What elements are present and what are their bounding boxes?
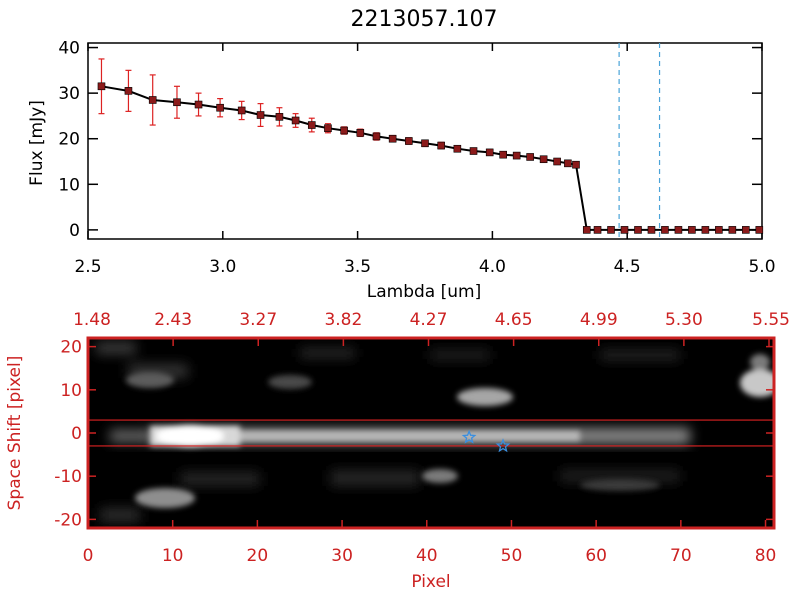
data-point	[755, 226, 764, 234]
data-point	[607, 226, 615, 234]
spectrum-x-ticks: 2.5 3.0 3.5 4.0 4.5 5.0	[74, 43, 776, 277]
data-point	[97, 82, 106, 91]
y-tick-label: 0	[69, 221, 80, 241]
source-position-stars	[461, 429, 511, 453]
data-point	[388, 134, 397, 143]
data-point	[661, 226, 669, 234]
data-point	[634, 226, 642, 234]
star-marker	[495, 438, 511, 453]
data-point	[372, 132, 381, 141]
flux-points	[97, 82, 764, 234]
x-tick-label: 70	[670, 546, 692, 566]
x-tick-label: 30	[331, 546, 353, 566]
trace-aperture-lines	[88, 419, 774, 447]
image-y-axis-label: Space Shift [pixel]	[5, 356, 25, 511]
x-tick-label: 20	[247, 546, 269, 566]
data-point	[275, 113, 284, 121]
y-tick-label: 40	[58, 39, 80, 59]
data-point	[340, 126, 348, 135]
x-tick-label: 50	[501, 546, 523, 566]
data-point	[485, 148, 494, 157]
data-point	[688, 226, 696, 234]
top-tick-label: 5.30	[665, 310, 703, 330]
data-point	[421, 139, 429, 148]
data-point	[526, 153, 534, 161]
data-point	[173, 98, 181, 107]
star-marker	[461, 429, 477, 444]
x-tick-label: 5.0	[748, 257, 775, 277]
x-tick-label: 40	[416, 546, 438, 566]
y-tick-label: -10	[54, 467, 82, 487]
x-tick-label: 0	[83, 546, 94, 566]
data-point	[307, 121, 316, 129]
data-point	[124, 87, 133, 95]
data-point	[728, 226, 737, 234]
data-point	[742, 226, 750, 234]
data-point	[620, 226, 629, 234]
data-point	[647, 226, 656, 234]
data-point	[564, 159, 572, 168]
wavelength-markers	[618, 43, 661, 239]
y-tick-label: 0	[71, 424, 82, 444]
data-point	[553, 157, 561, 166]
y-tick-label: 20	[60, 338, 82, 358]
data-point	[437, 141, 445, 150]
data-point	[291, 116, 300, 125]
x-tick-label: 10	[162, 546, 184, 566]
top-tick-label: 4.65	[495, 310, 533, 330]
data-point	[572, 160, 580, 169]
top-tick-label: 3.82	[324, 310, 362, 330]
spectrum-x-axis-label: Lambda [um]	[367, 282, 481, 302]
data-point	[539, 155, 548, 164]
image-top-wavelength-ticks: 1.48 2.43 3.27 3.82 4.27 4.65 4.99 5.30 5.55	[73, 310, 790, 346]
y-tick-label: 10	[60, 381, 82, 401]
x-tick-label: 80	[755, 546, 777, 566]
image-x-ticks: 0 10 20 30 40 50 60 70 80	[83, 520, 777, 566]
spectrum-y-axis-label: Flux [mJy]	[27, 100, 47, 186]
data-point	[701, 226, 710, 234]
top-tick-label: 3.27	[239, 310, 277, 330]
spectrum-y-ticks: 0 10 20 30 40	[58, 39, 762, 241]
y-tick-label: 30	[58, 84, 80, 104]
heatmap-image	[96, 342, 774, 522]
image-y-ticks: -20 -10 0 10 20	[54, 338, 774, 530]
x-tick-label: 4.0	[479, 257, 506, 277]
x-tick-label: 2.5	[74, 257, 101, 277]
data-point	[499, 150, 507, 159]
data-point	[194, 100, 203, 109]
data-point	[216, 103, 224, 112]
data-point	[405, 137, 413, 145]
x-tick-label: 60	[585, 546, 607, 566]
data-point	[674, 226, 683, 234]
x-tick-label: 3.0	[209, 257, 236, 277]
data-point	[324, 124, 332, 133]
spectrum-plot-frame	[87, 42, 763, 240]
y-tick-label: -20	[54, 510, 82, 530]
data-point	[469, 147, 478, 155]
x-tick-label: 4.5	[614, 257, 641, 277]
top-tick-label: 2.43	[154, 310, 192, 330]
data-point	[715, 226, 723, 234]
y-tick-label: 20	[58, 130, 80, 150]
top-tick-label: 1.48	[73, 310, 111, 330]
chart-title: 2213057.107	[351, 7, 498, 32]
top-tick-label: 4.99	[580, 310, 618, 330]
top-tick-label: 5.55	[752, 310, 790, 330]
top-tick-label: 4.27	[410, 310, 448, 330]
image-x-axis-label: Pixel	[411, 572, 450, 592]
data-point	[453, 144, 462, 153]
y-tick-label: 10	[58, 175, 80, 195]
data-point	[237, 106, 246, 115]
data-point	[256, 111, 265, 119]
data-point	[593, 226, 602, 234]
data-point	[512, 151, 521, 160]
data-point	[582, 226, 591, 234]
data-point	[356, 128, 365, 137]
data-point	[148, 96, 157, 104]
x-tick-label: 3.5	[344, 257, 371, 277]
